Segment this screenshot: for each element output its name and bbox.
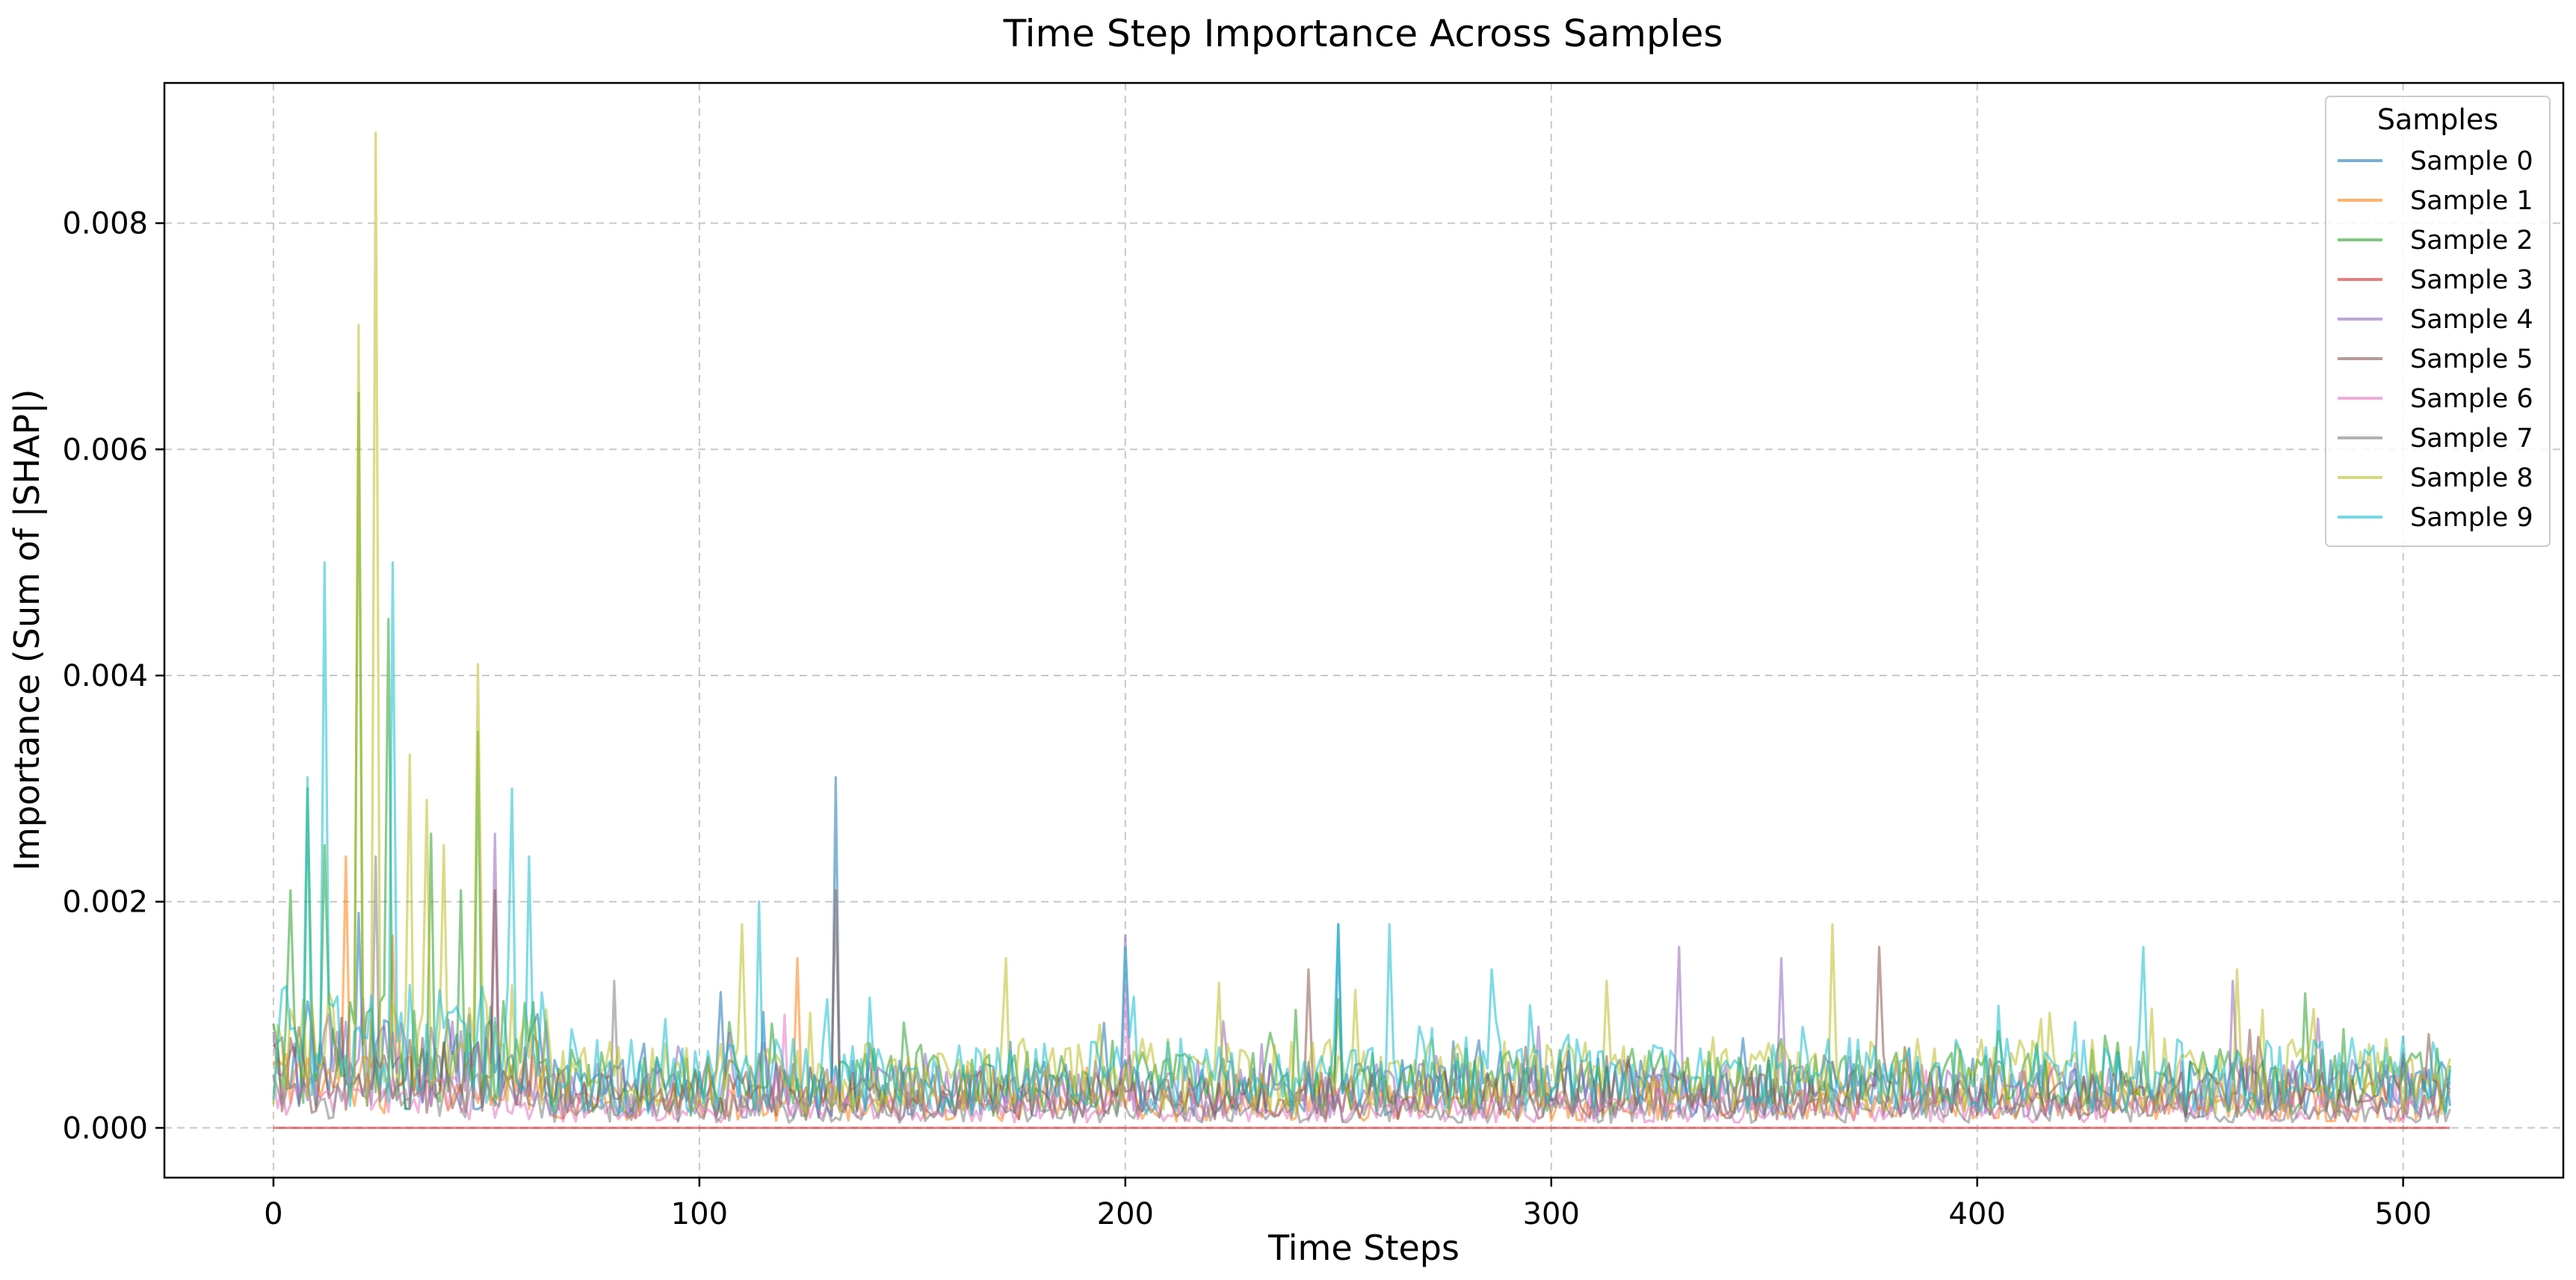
legend-label: Sample 3 xyxy=(2410,265,2533,295)
legend-label: Sample 1 xyxy=(2410,186,2533,216)
series-layer xyxy=(272,132,2451,1129)
series-line xyxy=(272,392,2451,1117)
legend-label: Sample 7 xyxy=(2410,424,2533,454)
y-tick-label: 0.000 xyxy=(62,1111,148,1145)
x-tick-label: 400 xyxy=(1949,1197,2006,1231)
y-tick-label: 0.006 xyxy=(62,433,148,467)
legend: Samples Sample 0 Sample 1 Sample 2 Sample 3 S… xyxy=(2325,96,2551,547)
plot-frame xyxy=(163,81,2565,1179)
x-tick-label: 500 xyxy=(2375,1197,2432,1231)
y-tick-label: 0.008 xyxy=(62,207,148,241)
chart-title: Time Step Importance Across Samples xyxy=(1003,12,1723,55)
legend-label: Sample 4 xyxy=(2410,305,2533,335)
legend-label: Sample 9 xyxy=(2410,503,2533,533)
legend-title: Samples xyxy=(2377,103,2498,136)
series-line xyxy=(272,132,2451,1116)
y-tick-label: 0.004 xyxy=(62,659,148,693)
x-tick-label: 200 xyxy=(1097,1197,1154,1231)
y-tick-label: 0.002 xyxy=(62,885,148,920)
x-tick-label: 0 xyxy=(264,1197,282,1231)
legend-box xyxy=(2325,96,2551,547)
legend-label: Sample 5 xyxy=(2410,344,2533,374)
x-tick-label: 300 xyxy=(1523,1197,1580,1231)
x-tick-label: 100 xyxy=(671,1197,728,1231)
x-axis-label: Time Steps xyxy=(1267,1228,1460,1268)
legend-label: Sample 2 xyxy=(2410,226,2533,256)
legend-label: Sample 6 xyxy=(2410,384,2533,414)
series-line xyxy=(272,561,2451,1116)
tick-layer: 0 100 200 300 400 500 0.000 0.002 0.004 0.006 0.00… xyxy=(62,207,2431,1231)
legend-label: Sample 0 xyxy=(2410,146,2533,176)
legend-label: Sample 8 xyxy=(2410,463,2533,493)
y-axis-label: Importance (Sum of |SHAP|) xyxy=(7,389,48,871)
